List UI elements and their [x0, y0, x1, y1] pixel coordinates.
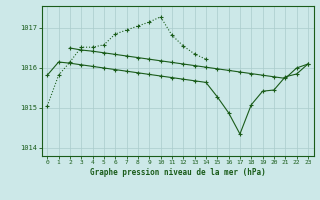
X-axis label: Graphe pression niveau de la mer (hPa): Graphe pression niveau de la mer (hPa) [90, 168, 266, 177]
